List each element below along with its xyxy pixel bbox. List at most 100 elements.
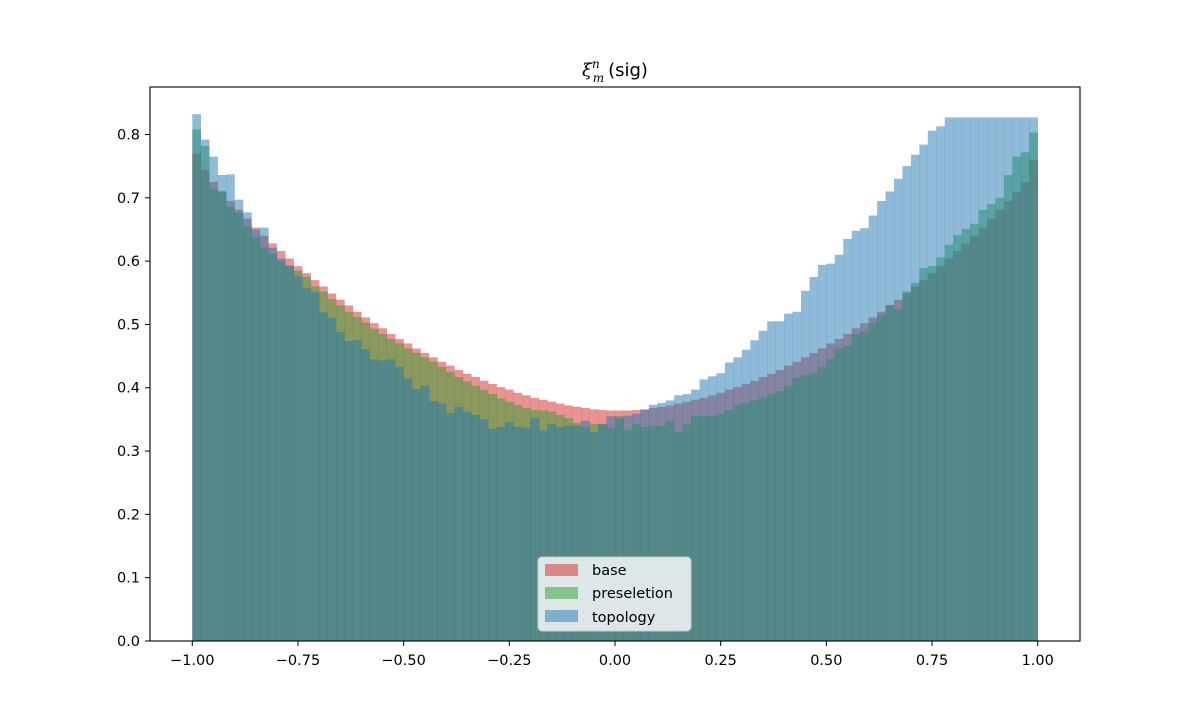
x-tick-label: −0.75 xyxy=(276,653,320,669)
legend-swatch-base xyxy=(545,564,578,576)
y-axis: 0.0 0.1 0.2 0.3 0.4 0.5 0.6 0.7 0.8 xyxy=(117,127,150,650)
bar-topology xyxy=(234,199,244,641)
bar-topology xyxy=(936,126,945,641)
bar-topology xyxy=(336,332,345,641)
title-text: (sig) xyxy=(608,60,648,81)
bar-topology xyxy=(919,144,929,641)
y-tick-label: 0.0 xyxy=(117,634,140,650)
bar-topology xyxy=(471,414,480,641)
title-symbol: ξ xyxy=(582,60,593,81)
bar-topology xyxy=(293,275,303,641)
bar-topology xyxy=(733,357,743,641)
bar-topology xyxy=(378,360,387,641)
bar-topology xyxy=(454,406,464,641)
bar-topology xyxy=(885,191,895,641)
y-tick-label: 0.6 xyxy=(117,254,140,270)
bar-topology xyxy=(564,425,573,641)
bar-topology xyxy=(801,290,810,641)
title-symbol-sup: n xyxy=(592,57,600,71)
bar-topology xyxy=(251,229,261,641)
bar-topology xyxy=(555,426,565,641)
bar-topology xyxy=(817,264,827,641)
bar-topology xyxy=(615,416,624,641)
legend-label-topology: topology xyxy=(592,610,656,626)
y-tick-label: 0.8 xyxy=(117,127,140,143)
bar-topology xyxy=(708,376,717,641)
bar-topology xyxy=(1020,117,1030,641)
legend-swatch-preseletion xyxy=(545,587,578,599)
bar-topology xyxy=(1003,117,1013,641)
bar-topology xyxy=(361,349,371,641)
bar-topology xyxy=(741,349,751,641)
bar-topology xyxy=(505,421,514,641)
bar-topology xyxy=(412,389,421,641)
y-tick-label: 0.7 xyxy=(117,191,140,207)
bar-topology xyxy=(826,263,836,641)
y-tick-label: 0.5 xyxy=(117,317,140,333)
bar-topology xyxy=(927,130,937,641)
bar-topology xyxy=(369,359,379,641)
bar-topology xyxy=(953,117,962,641)
x-tick-label: 0.00 xyxy=(599,653,631,669)
bar-topology xyxy=(581,420,590,641)
y-tick-label: 0.3 xyxy=(117,444,140,460)
bar-topology xyxy=(758,330,768,641)
bar-topology xyxy=(598,424,607,641)
bar-topology xyxy=(724,362,734,641)
bar-topology xyxy=(691,389,700,641)
bar-topology xyxy=(572,425,582,641)
bar-topology xyxy=(860,228,869,641)
bar-topology xyxy=(682,394,692,641)
bar-topology xyxy=(834,254,844,642)
bar-topology xyxy=(259,227,269,641)
bar-topology xyxy=(987,117,996,641)
bar-topology xyxy=(302,288,311,641)
bar-topology xyxy=(538,430,548,641)
x-tick-label: 0.75 xyxy=(916,653,948,669)
bar-topology xyxy=(200,139,210,642)
bar-topology xyxy=(775,321,785,641)
bar-topology xyxy=(1012,117,1022,641)
x-tick-label: 0.50 xyxy=(810,653,842,669)
x-axis: −1.00 −0.75 −0.50 −0.25 0.00 0.25 0.50 0.75 1.00 xyxy=(170,641,1054,669)
legend-label-preseletion: preseletion xyxy=(592,586,673,602)
legend-label-base: base xyxy=(592,563,627,579)
bar-topology xyxy=(902,166,912,641)
x-tick-label: 1.00 xyxy=(1022,653,1054,669)
bar-topology xyxy=(631,413,641,641)
bar-topology xyxy=(319,312,328,641)
bar-topology xyxy=(877,200,886,642)
legend: base preseletion topology xyxy=(537,556,692,632)
bar-topology xyxy=(809,276,819,641)
bar-topology xyxy=(910,154,920,642)
bar-topology xyxy=(1029,117,1038,641)
bar-topology xyxy=(978,117,988,641)
y-tick-label: 0.2 xyxy=(117,507,140,523)
bar-topology xyxy=(843,238,852,641)
bar-topology xyxy=(209,156,218,641)
bar-topology xyxy=(522,427,531,641)
title-symbol-sub: m xyxy=(593,71,604,85)
bar-topology xyxy=(868,215,878,641)
x-tick-label: 0.25 xyxy=(705,653,737,669)
bar-topology xyxy=(589,432,599,641)
y-tick-label: 0.4 xyxy=(117,381,140,397)
bar-topology xyxy=(851,230,861,641)
bar-topology xyxy=(488,428,497,641)
bar-topology xyxy=(192,114,201,641)
y-tick-label: 0.1 xyxy=(117,571,140,587)
bar-topology xyxy=(429,401,438,641)
bar-topology xyxy=(623,415,633,641)
chart-title: ξn m (sig) xyxy=(582,57,648,85)
bar-topology xyxy=(961,117,971,641)
series-topology xyxy=(192,114,1038,642)
bar-topology xyxy=(276,258,286,641)
bar-topology xyxy=(496,426,506,641)
bar-topology xyxy=(395,366,404,641)
bar-topology xyxy=(547,423,557,641)
legend-swatch-topology xyxy=(545,610,578,622)
bar-topology xyxy=(970,117,979,641)
bar-topology xyxy=(606,416,616,641)
bar-topology xyxy=(462,411,472,641)
